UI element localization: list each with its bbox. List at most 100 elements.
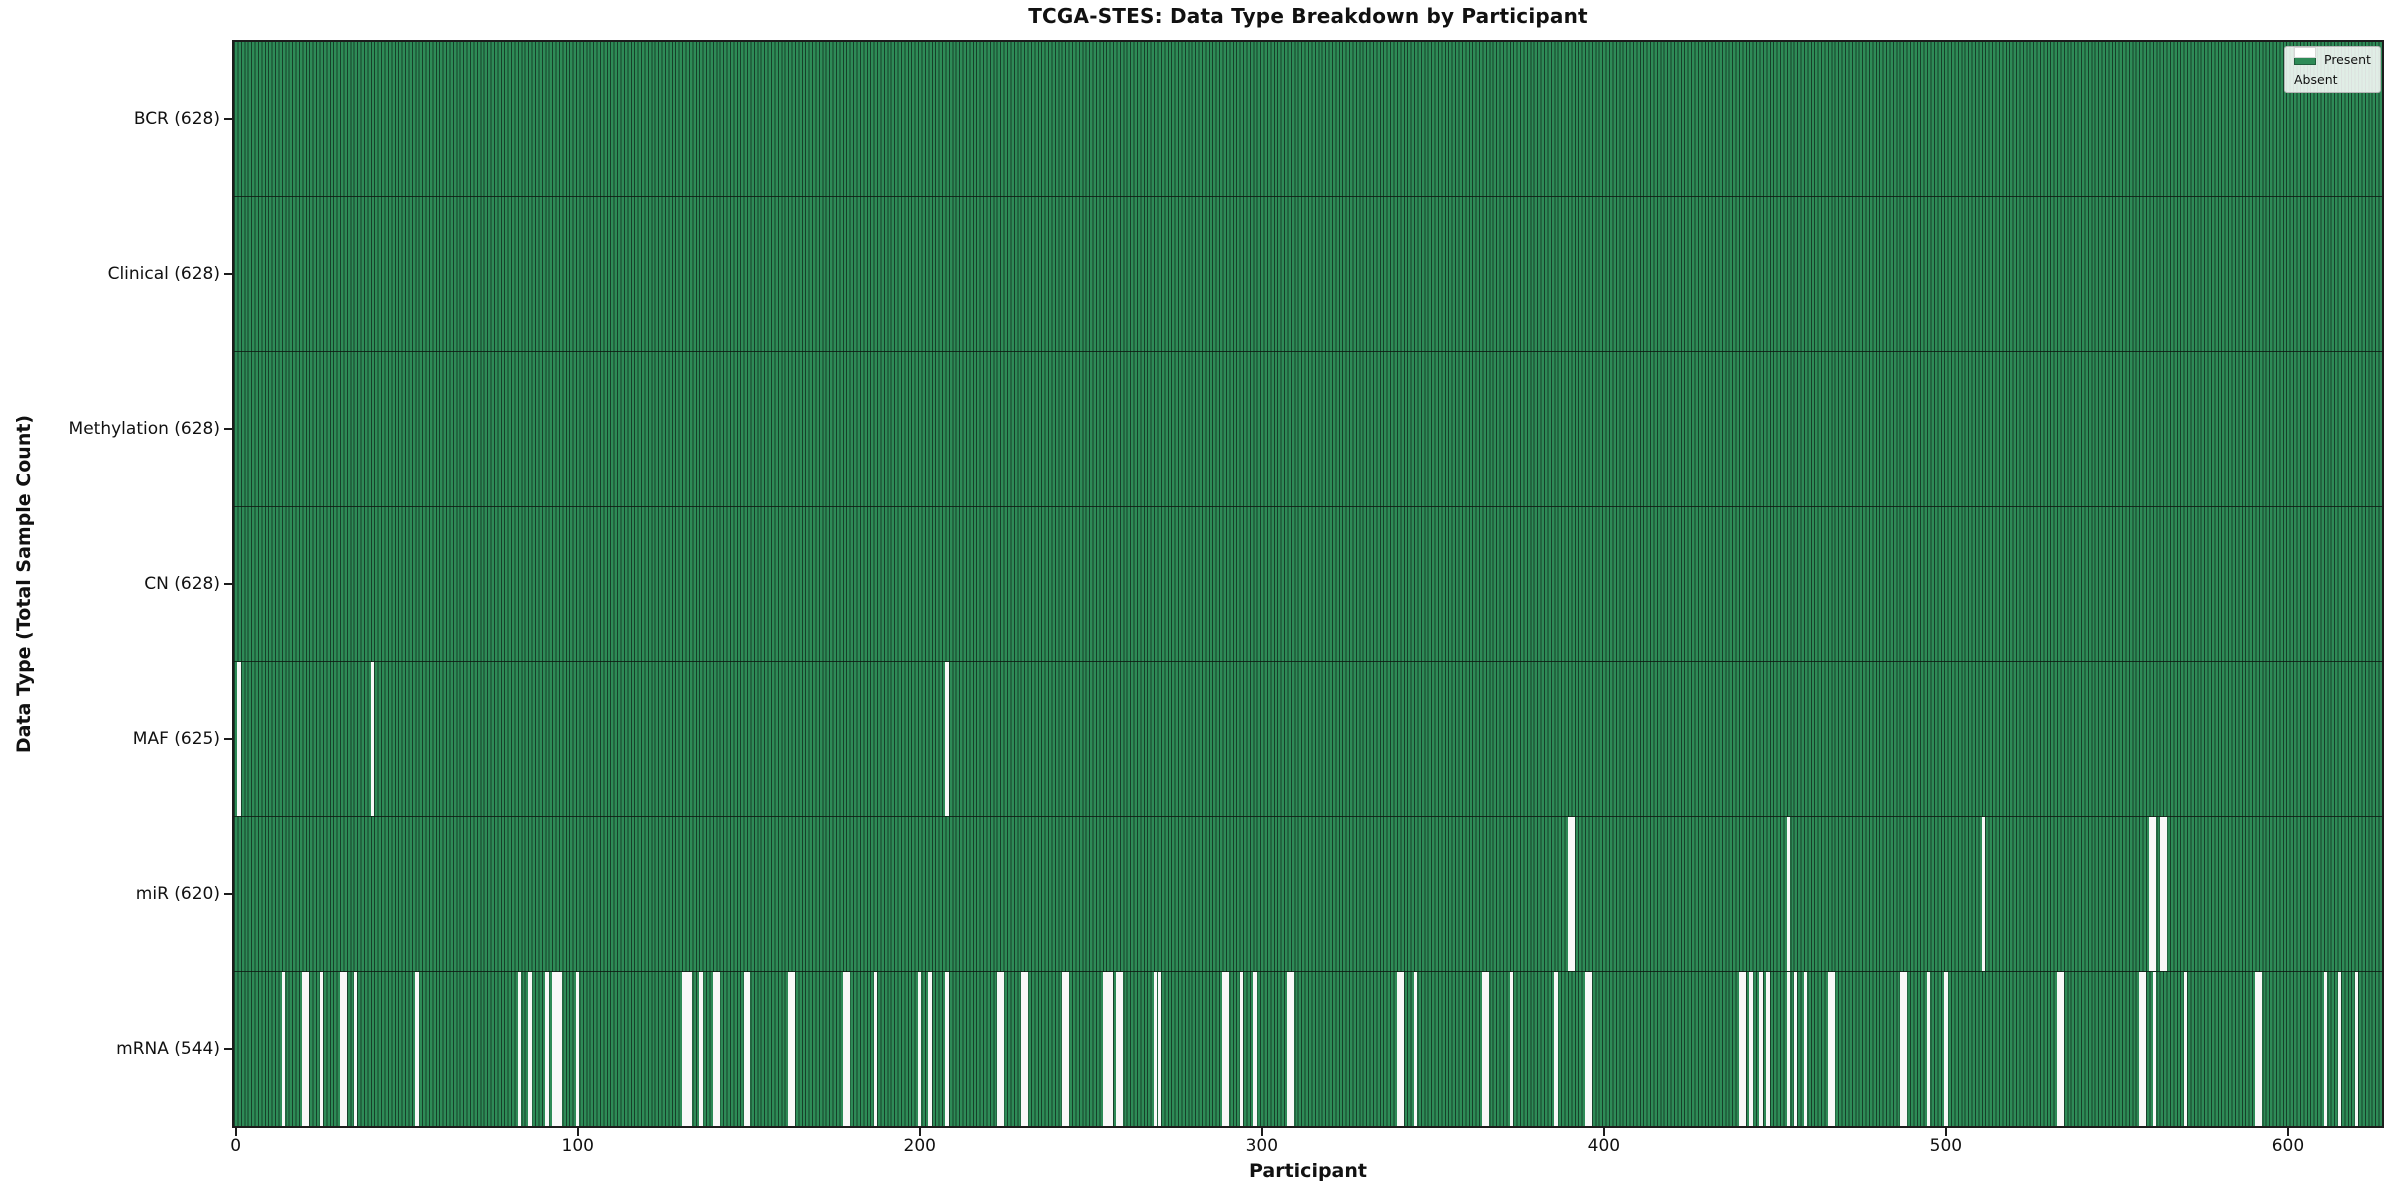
y-tick-label: Clinical (628) — [107, 264, 220, 285]
absent-stripe — [281, 972, 286, 1126]
x-axis-label: Participant — [1248, 1160, 1367, 1182]
absent-stripe — [343, 972, 347, 1126]
absent-stripe — [1020, 972, 1025, 1126]
absent-stripe — [716, 972, 720, 1126]
absent-stripe — [1000, 972, 1004, 1126]
x-tick — [1944, 1128, 1947, 1136]
absent-stripe — [1290, 972, 1295, 1126]
absent-stripe — [928, 972, 932, 1126]
absent-stripe — [1738, 972, 1743, 1126]
absent-stripe — [319, 972, 323, 1126]
absent-stripe — [2149, 817, 2153, 971]
absent-stripe — [743, 972, 748, 1126]
absent-stripe — [682, 972, 686, 1126]
absent-stripe — [2152, 817, 2157, 971]
absent-stripe — [1102, 972, 1107, 1126]
absent-stripe — [340, 972, 344, 1126]
chart-title: TCGA-STES: Data Type Breakdown by Partic… — [1028, 4, 1588, 28]
absent-stripe — [1222, 972, 1226, 1126]
absent-stripe — [712, 972, 717, 1126]
y-tick-label: CN (628) — [144, 574, 220, 594]
y-tick — [224, 118, 232, 121]
absent-stripe — [2323, 972, 2328, 1126]
absent-stripe — [2258, 972, 2263, 1126]
data-row-MAF — [234, 662, 2382, 817]
absent-stripe — [846, 972, 850, 1126]
absent-stripe — [2183, 972, 2188, 1126]
legend-label-absent: Absent — [2294, 72, 2338, 87]
x-tick-label: 400 — [1587, 1136, 1621, 1156]
y-tick — [224, 737, 232, 740]
absent-stripe — [1119, 972, 1124, 1126]
absent-stripe — [1766, 972, 1770, 1126]
absent-stripe — [996, 972, 1001, 1126]
absent-stripe — [1106, 972, 1110, 1126]
absent-stripe — [1414, 972, 1418, 1126]
absent-stripe — [2139, 972, 2143, 1126]
absent-stripe — [2142, 972, 2146, 1126]
x-tick — [918, 1128, 921, 1136]
absent-stripe — [842, 972, 847, 1126]
y-tick — [224, 892, 232, 895]
absent-stripe — [2337, 972, 2341, 1126]
y-tick — [224, 273, 232, 276]
absent-stripe — [1287, 972, 1291, 1126]
legend: Present Absent — [2284, 46, 2381, 93]
absent-stripe — [517, 972, 522, 1126]
absent-stripe — [353, 972, 358, 1126]
absent-stripe — [1065, 972, 1069, 1126]
absent-stripe — [1803, 972, 1808, 1126]
absent-stripe — [791, 972, 795, 1126]
absent-stripe — [945, 662, 949, 816]
absent-stripe — [1239, 972, 1243, 1126]
absent-stripe — [555, 972, 559, 1126]
absent-stripe — [1742, 972, 1746, 1126]
data-row-Methylation — [234, 352, 2382, 507]
absent-stripe — [1482, 972, 1486, 1126]
y-tick — [224, 428, 232, 431]
absent-stripe — [1981, 817, 1986, 971]
x-tick-label: 0 — [230, 1136, 242, 1156]
x-tick — [1602, 1128, 1605, 1136]
absent-stripe — [528, 972, 532, 1126]
absent-stripe — [1154, 972, 1158, 1126]
absent-stripe — [1567, 817, 1572, 971]
absent-stripe — [1903, 972, 1907, 1126]
x-tick-label: 600 — [2271, 1136, 2305, 1156]
x-tick-label: 200 — [903, 1136, 937, 1156]
y-tick-label: MAF (625) — [132, 728, 220, 749]
y-tick-label: miR (620) — [135, 883, 220, 904]
absent-stripe — [1485, 972, 1490, 1126]
absent-stripe — [1944, 972, 1948, 1126]
absent-stripe — [2152, 972, 2157, 1126]
x-tick — [2286, 1128, 2289, 1136]
y-tick-label: Methylation (628) — [68, 419, 220, 440]
absent-stripe — [1786, 972, 1791, 1126]
absent-stripe — [1759, 972, 1763, 1126]
absent-stripe — [1396, 972, 1401, 1126]
absent-stripe — [1827, 972, 1832, 1126]
absent-stripe — [1061, 972, 1066, 1126]
absent-stripe — [1225, 972, 1230, 1126]
absent-stripe — [545, 972, 549, 1126]
absent-stripe — [1400, 972, 1404, 1126]
absent-stripe — [1588, 972, 1592, 1126]
y-tick — [224, 1047, 232, 1050]
absent-stripe — [1571, 817, 1575, 971]
absent-stripe — [2354, 972, 2359, 1126]
absent-stripe — [685, 972, 689, 1126]
legend-item-absent: Absent — [2294, 47, 2371, 87]
data-row-BCR — [234, 42, 2382, 197]
data-row-mRNA — [234, 972, 2382, 1126]
plot-area — [232, 40, 2384, 1128]
absent-stripe — [699, 972, 703, 1126]
absent-stripe — [552, 972, 556, 1126]
absent-swatch-icon — [2294, 47, 2316, 58]
absent-stripe — [918, 972, 922, 1126]
absent-stripe — [788, 972, 792, 1126]
absent-stripe — [1554, 972, 1558, 1126]
absent-stripe — [1899, 972, 1904, 1126]
absent-stripe — [1786, 817, 1791, 971]
absent-stripe — [558, 972, 563, 1126]
